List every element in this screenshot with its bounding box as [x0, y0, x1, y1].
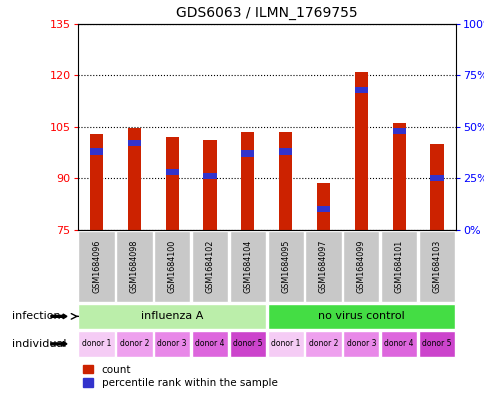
Text: donor 4: donor 4: [195, 340, 224, 348]
Bar: [392, 128, 405, 134]
Bar: [392, 123, 405, 230]
Bar: [165, 137, 179, 230]
Bar: [203, 173, 216, 179]
Bar: [127, 129, 141, 230]
FancyBboxPatch shape: [192, 231, 227, 302]
Text: GSM1684095: GSM1684095: [281, 239, 289, 293]
Bar: [165, 169, 179, 175]
FancyBboxPatch shape: [78, 304, 265, 329]
Bar: [127, 140, 141, 146]
Bar: [429, 175, 443, 182]
FancyBboxPatch shape: [116, 331, 152, 356]
Text: GSM1684102: GSM1684102: [205, 240, 214, 293]
FancyBboxPatch shape: [343, 331, 378, 356]
FancyBboxPatch shape: [154, 231, 190, 302]
FancyBboxPatch shape: [305, 331, 341, 356]
Bar: [316, 206, 330, 212]
FancyBboxPatch shape: [380, 331, 416, 356]
Text: individual: individual: [12, 339, 66, 349]
FancyBboxPatch shape: [267, 304, 454, 329]
FancyBboxPatch shape: [192, 331, 227, 356]
Text: GSM1684101: GSM1684101: [394, 240, 403, 293]
Text: GSM1684100: GSM1684100: [167, 240, 176, 293]
Bar: [429, 144, 443, 230]
Text: donor 2: donor 2: [308, 340, 337, 348]
Bar: [90, 149, 103, 154]
Bar: [203, 140, 216, 230]
Text: GSM1684104: GSM1684104: [243, 240, 252, 293]
FancyBboxPatch shape: [154, 331, 190, 356]
Text: influenza A: influenza A: [141, 311, 203, 321]
Text: donor 5: donor 5: [233, 340, 262, 348]
Bar: [354, 72, 367, 230]
Bar: [90, 134, 103, 230]
Text: donor 2: donor 2: [120, 340, 149, 348]
FancyBboxPatch shape: [78, 331, 114, 356]
FancyBboxPatch shape: [418, 231, 454, 302]
Text: donor 5: donor 5: [422, 340, 451, 348]
Text: donor 3: donor 3: [157, 340, 186, 348]
Text: GSM1684099: GSM1684099: [356, 239, 365, 293]
Bar: [354, 86, 367, 93]
Bar: [241, 151, 254, 157]
Text: donor 3: donor 3: [346, 340, 375, 348]
FancyBboxPatch shape: [343, 231, 378, 302]
Text: GSM1684098: GSM1684098: [130, 240, 138, 293]
FancyBboxPatch shape: [418, 331, 454, 356]
FancyBboxPatch shape: [305, 231, 341, 302]
Text: no virus control: no virus control: [318, 311, 404, 321]
Text: infection: infection: [12, 311, 60, 321]
Text: GSM1684096: GSM1684096: [92, 240, 101, 293]
Bar: [278, 132, 292, 230]
FancyBboxPatch shape: [116, 231, 152, 302]
Bar: [316, 184, 330, 230]
FancyBboxPatch shape: [267, 231, 303, 302]
Bar: [278, 149, 292, 154]
Title: GDS6063 / ILMN_1769755: GDS6063 / ILMN_1769755: [176, 6, 357, 20]
FancyBboxPatch shape: [229, 231, 265, 302]
FancyBboxPatch shape: [229, 331, 265, 356]
FancyBboxPatch shape: [78, 231, 114, 302]
Text: donor 1: donor 1: [271, 340, 300, 348]
Text: GSM1684097: GSM1684097: [318, 239, 327, 293]
Bar: [241, 132, 254, 230]
FancyBboxPatch shape: [267, 331, 303, 356]
Text: donor 1: donor 1: [82, 340, 111, 348]
FancyBboxPatch shape: [380, 231, 416, 302]
Text: GSM1684103: GSM1684103: [432, 240, 440, 293]
Text: donor 4: donor 4: [384, 340, 413, 348]
Legend: count, percentile rank within the sample: count, percentile rank within the sample: [83, 365, 277, 388]
